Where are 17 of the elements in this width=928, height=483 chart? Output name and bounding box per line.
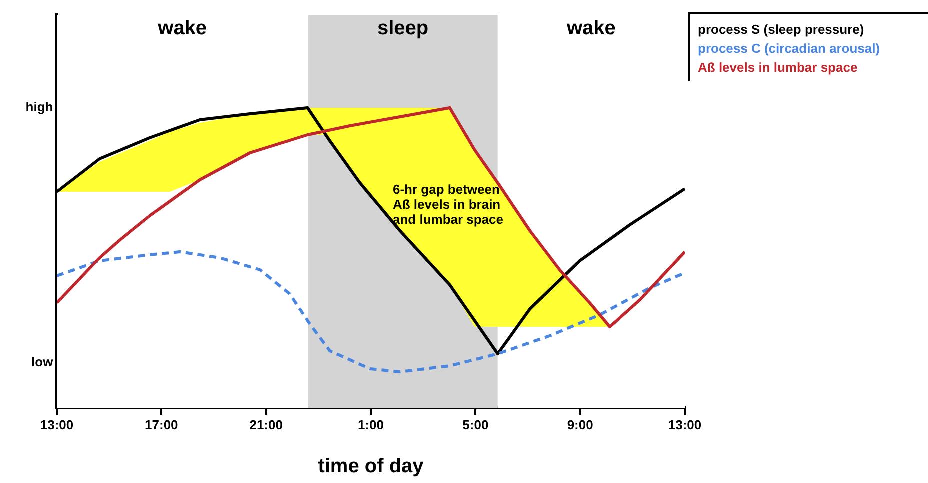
x-tick-label: 5:00 [462, 417, 489, 432]
band-label: wake [157, 18, 208, 40]
band-label: sleep [377, 18, 429, 40]
text: Aß levels in lumbar space [698, 59, 859, 77]
x-tick-label: 9:00 [567, 417, 594, 432]
x-tick-label: 21:00 [250, 417, 283, 432]
text: process S (sleep pressure) [698, 21, 866, 39]
text: high [26, 100, 54, 115]
x-axis-title: time of day [318, 456, 425, 478]
x-tick-label: 1:00 [358, 417, 384, 432]
x-tick-label: 17:00 [145, 417, 178, 432]
text: low [32, 354, 54, 370]
band-label: wake [566, 18, 616, 40]
annotation: 6-hr gap between Aß levels in brain and lumbar space [392, 182, 504, 228]
text: process C (circadian arousal) [698, 40, 882, 58]
x-tick-label: 13:00 [40, 417, 74, 432]
x-tick-label: 13:00 [668, 417, 702, 432]
